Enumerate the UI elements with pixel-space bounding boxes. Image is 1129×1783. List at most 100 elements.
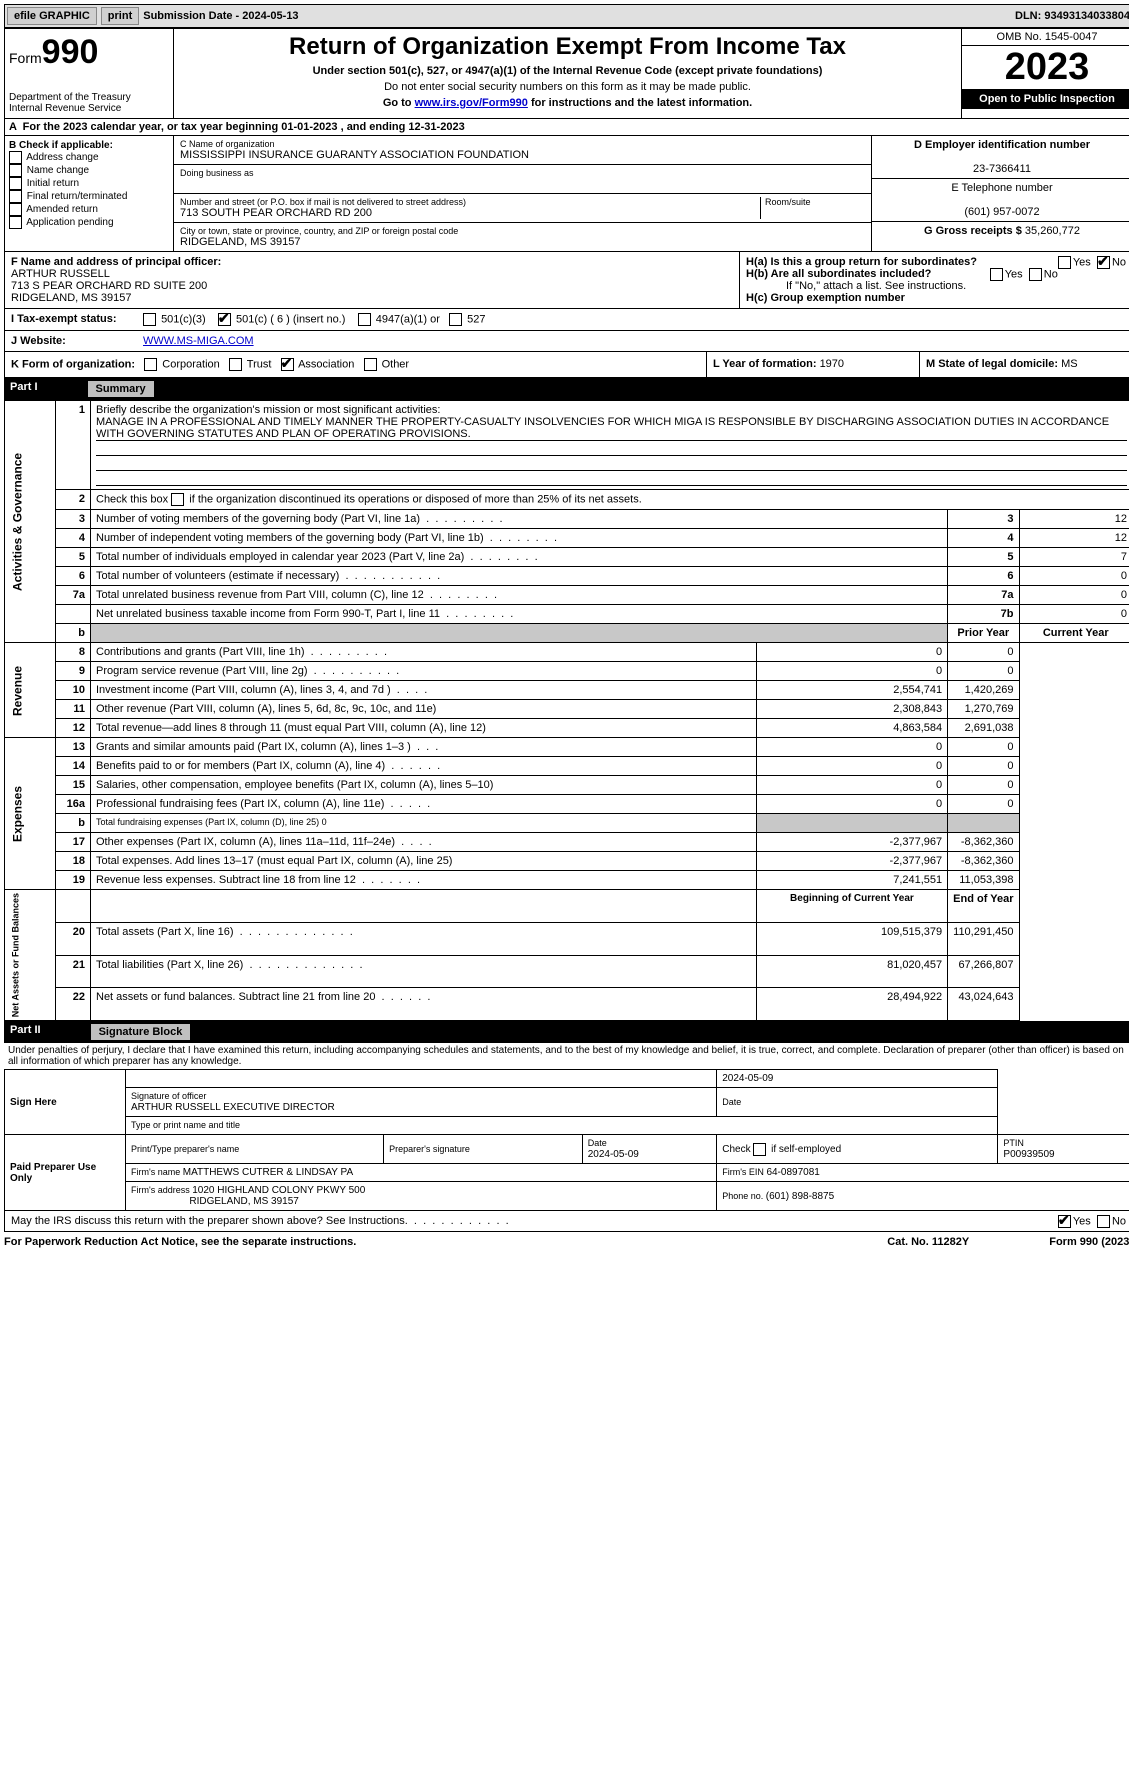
- hc-row: H(c) Group exemption number: [746, 292, 1126, 304]
- sig-date: 2024-05-09: [722, 1073, 773, 1084]
- sig-officer-name: ARTHUR RUSSELL EXECUTIVE DIRECTOR: [131, 1102, 335, 1113]
- org-city: RIDGELAND, MS 39157: [180, 236, 865, 248]
- org-address: 713 SOUTH PEAR ORCHARD RD 200: [180, 207, 756, 219]
- officer-label: F Name and address of principal officer:: [11, 256, 221, 268]
- i-label: I Tax-exempt status:: [11, 313, 117, 325]
- irs-label: Internal Revenue Service: [9, 103, 169, 114]
- gross-label: G Gross receipts $: [924, 225, 1025, 237]
- m-label: M State of legal domicile:: [926, 358, 1061, 370]
- chk-amended[interactable]: [9, 203, 22, 216]
- goto-line: Go to www.irs.gov/Form990 for instructio…: [178, 97, 957, 109]
- chk-4947[interactable]: [358, 313, 371, 326]
- org-name: MISSISSIPPI INSURANCE GUARANTY ASSOCIATI…: [180, 149, 865, 161]
- chk-line2[interactable]: [171, 493, 184, 506]
- org-name-label: C Name of organization: [180, 139, 865, 149]
- footer-left: For Paperwork Reduction Act Notice, see …: [4, 1236, 356, 1248]
- discuss-yes[interactable]: [1058, 1215, 1071, 1228]
- top-bar: efile GRAPHIC print Submission Date - 20…: [4, 4, 1129, 28]
- chk-pending[interactable]: [9, 216, 22, 229]
- chk-initial[interactable]: [9, 177, 22, 190]
- website-row: J Website: WWW.MS-MIGA.COM: [4, 331, 1129, 352]
- ha-no[interactable]: [1097, 256, 1110, 269]
- form-number: Form990: [9, 33, 169, 72]
- city-label: City or town, state or province, country…: [180, 226, 865, 236]
- l-value: 1970: [820, 358, 844, 370]
- phone-label: E Telephone number: [951, 182, 1052, 194]
- rev-section-label: Revenue: [5, 643, 56, 738]
- summary-table: Activities & Governance 1 Briefly descri…: [4, 400, 1129, 1021]
- chk-self-employed[interactable]: [753, 1143, 766, 1156]
- firm-ein: 64-0897081: [766, 1167, 819, 1178]
- ssn-warning: Do not enter social security numbers on …: [178, 81, 957, 93]
- paid-preparer-label: Paid Preparer Use Only: [5, 1135, 126, 1211]
- page-footer: For Paperwork Reduction Act Notice, see …: [4, 1232, 1129, 1252]
- officer-addr2: RIDGELAND, MS 39157: [11, 292, 131, 304]
- hb-row: H(b) Are all subordinates included? Yes …: [746, 268, 1126, 280]
- officer-addr1: 713 S PEAR ORCHARD RD SUITE 200: [11, 280, 207, 292]
- chk-501c[interactable]: [218, 313, 231, 326]
- ha-yes[interactable]: [1058, 256, 1071, 269]
- dept-label: Department of the Treasury: [9, 92, 169, 103]
- chk-trust[interactable]: [229, 358, 242, 371]
- discuss-no[interactable]: [1097, 1215, 1110, 1228]
- firm-addr2: RIDGELAND, MS 39157: [189, 1196, 299, 1207]
- net-section-label: Net Assets or Fund Balances: [5, 890, 56, 1021]
- ein-label: D Employer identification number: [914, 139, 1090, 151]
- room-label: Room/suite: [765, 197, 865, 207]
- discuss-row: May the IRS discuss this return with the…: [4, 1211, 1129, 1232]
- chk-corp[interactable]: [144, 358, 157, 371]
- hb-yes[interactable]: [990, 268, 1003, 281]
- line2: Check this box Check this box if the org…: [91, 490, 1129, 510]
- website-link[interactable]: WWW.MS-MIGA.COM: [143, 335, 254, 347]
- line3-val: 12: [1019, 510, 1129, 529]
- print-button[interactable]: print: [101, 7, 139, 25]
- omb-number: OMB No. 1545-0047: [962, 29, 1129, 46]
- klm-row: K Form of organization: Corporation Trus…: [4, 352, 1129, 378]
- firm-addr1: 1020 HIGHLAND COLONY PKWY 500: [192, 1185, 365, 1196]
- prior-year-hdr: Prior Year: [948, 624, 1019, 643]
- efile-label: efile GRAPHIC: [7, 7, 97, 25]
- footer-mid: Cat. No. 11282Y: [887, 1236, 969, 1248]
- tax-year: 2023: [962, 46, 1129, 89]
- chk-other[interactable]: [364, 358, 377, 371]
- end-year-hdr: End of Year: [948, 890, 1019, 923]
- firm-phone: (601) 898-8875: [766, 1191, 834, 1202]
- chk-final[interactable]: [9, 190, 22, 203]
- j-label: J Website:: [11, 335, 66, 347]
- chk-527[interactable]: [449, 313, 462, 326]
- addr-label: Number and street (or P.O. box if mail i…: [180, 197, 756, 207]
- ha-row: H(a) Is this a group return for subordin…: [746, 256, 1126, 268]
- section-fh: F Name and address of principal officer:…: [4, 252, 1129, 309]
- begin-year-hdr: Beginning of Current Year: [756, 890, 947, 923]
- phone-value: (601) 957-0072: [964, 206, 1039, 218]
- open-to-public: Open to Public Inspection: [962, 89, 1129, 109]
- mission-text: MANAGE IN A PROFESSIONAL AND TIMELY MANN…: [96, 416, 1127, 441]
- k-label: K Form of organization:: [11, 358, 135, 370]
- irs-link[interactable]: www.irs.gov/Form990: [415, 97, 528, 109]
- footer-right: Form 990 (2023): [1049, 1236, 1129, 1248]
- m-value: MS: [1061, 358, 1078, 370]
- l-label: L Year of formation:: [713, 358, 820, 370]
- sign-here-label: Sign Here: [5, 1070, 126, 1135]
- line-a: A For the 2023 calendar year, or tax yea…: [4, 119, 1129, 136]
- penalties-text: Under penalties of perjury, I declare th…: [4, 1043, 1129, 1069]
- form-subtitle: Under section 501(c), 527, or 4947(a)(1)…: [178, 65, 957, 77]
- hb-note: If "No," attach a list. See instructions…: [746, 280, 1126, 292]
- curr-year-hdr: Current Year: [1019, 624, 1129, 643]
- gov-section-label: Activities & Governance: [5, 401, 56, 643]
- chk-name[interactable]: [9, 164, 22, 177]
- chk-address[interactable]: [9, 151, 22, 164]
- form-header: Form990 Department of the Treasury Inter…: [4, 28, 1129, 119]
- section-bcd: B Check if applicable: Address change Na…: [4, 136, 1129, 252]
- signature-block: Sign Here 2024-05-09 Signature of office…: [4, 1069, 1129, 1211]
- line3-text: Number of voting members of the governin…: [91, 510, 948, 529]
- hb-no[interactable]: [1029, 268, 1042, 281]
- dba-label: Doing business as: [180, 168, 865, 178]
- mission-label: Briefly describe the organization's miss…: [96, 404, 440, 416]
- sig-officer-label: Signature of officer: [131, 1091, 206, 1101]
- sig-date-label: Date: [722, 1097, 741, 1107]
- chk-assoc[interactable]: [281, 358, 294, 371]
- submission-date: Submission Date - 2024-05-13: [143, 10, 298, 22]
- ein-value: 23-7366411: [973, 163, 1031, 175]
- chk-501c3[interactable]: [143, 313, 156, 326]
